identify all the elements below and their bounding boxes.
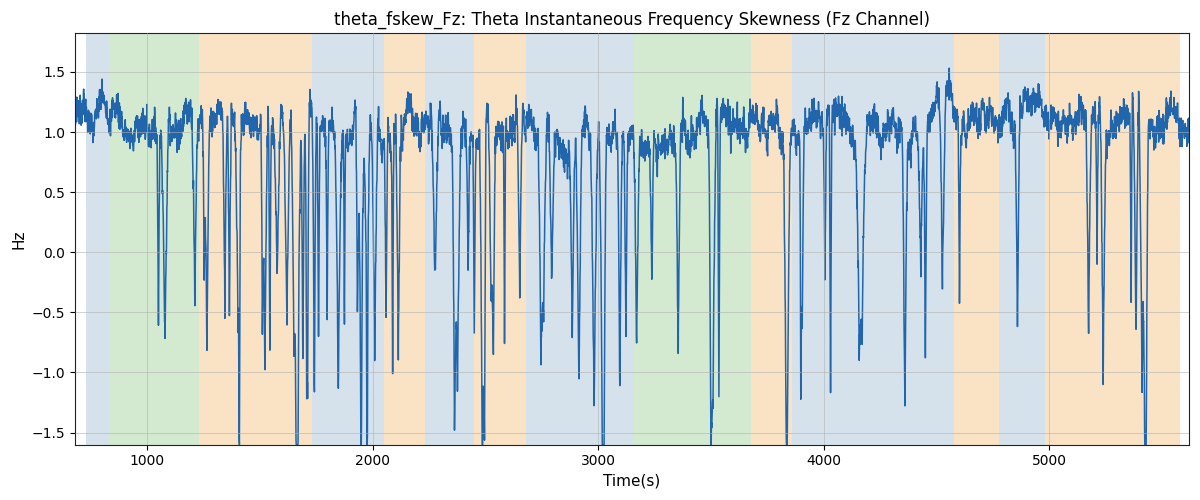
Bar: [751, 34, 792, 445]
Title: theta_fskew_Fz: Theta Instantaneous Frequency Skewness (Fz Channel): theta_fskew_Fz: Theta Instantaneous Freq…: [334, 11, 930, 30]
Bar: [109, 34, 199, 445]
Bar: [954, 34, 1000, 445]
Y-axis label: Hz: Hz: [11, 230, 26, 249]
X-axis label: Time(s): Time(s): [604, 474, 660, 489]
Bar: [86, 34, 109, 445]
Bar: [1044, 34, 1180, 445]
Bar: [1000, 34, 1044, 445]
Bar: [526, 34, 616, 445]
Bar: [792, 34, 954, 445]
Bar: [425, 34, 474, 445]
Bar: [635, 34, 751, 445]
Bar: [199, 34, 312, 445]
Bar: [384, 34, 425, 445]
Bar: [616, 34, 635, 445]
Bar: [312, 34, 384, 445]
Bar: [474, 34, 526, 445]
